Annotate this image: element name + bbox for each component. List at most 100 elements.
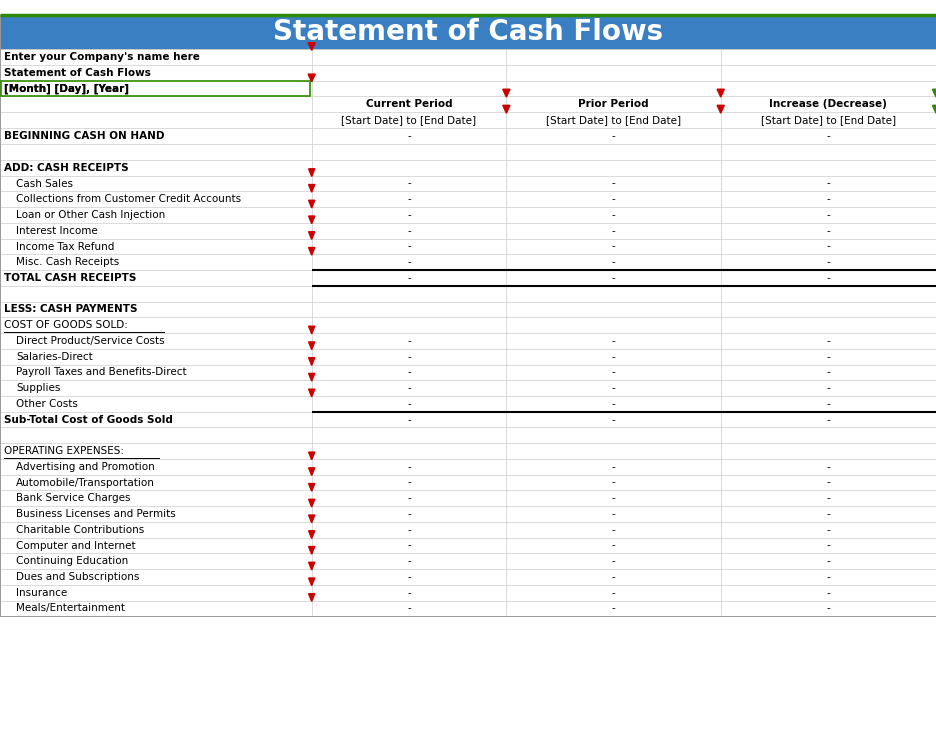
Text: -: - xyxy=(611,588,616,598)
Text: Prior Period: Prior Period xyxy=(578,100,649,109)
FancyBboxPatch shape xyxy=(0,443,936,459)
FancyBboxPatch shape xyxy=(0,254,936,270)
FancyBboxPatch shape xyxy=(0,191,936,207)
FancyBboxPatch shape xyxy=(0,176,936,191)
Polygon shape xyxy=(309,562,314,570)
FancyBboxPatch shape xyxy=(0,600,936,616)
Text: -: - xyxy=(407,540,411,550)
Polygon shape xyxy=(932,89,936,97)
FancyBboxPatch shape xyxy=(0,128,936,144)
Text: -: - xyxy=(611,462,616,472)
FancyBboxPatch shape xyxy=(0,411,936,427)
Text: -: - xyxy=(826,336,830,346)
FancyBboxPatch shape xyxy=(0,144,936,160)
Text: Income Tax Refund: Income Tax Refund xyxy=(16,242,114,252)
Text: -: - xyxy=(611,210,616,220)
FancyBboxPatch shape xyxy=(0,64,936,81)
Text: -: - xyxy=(826,493,830,504)
Polygon shape xyxy=(309,531,314,539)
FancyBboxPatch shape xyxy=(0,553,936,569)
Text: -: - xyxy=(611,194,616,204)
Text: Loan or Other Cash Injection: Loan or Other Cash Injection xyxy=(16,210,165,220)
Text: Dues and Subscriptions: Dues and Subscriptions xyxy=(16,572,139,582)
Polygon shape xyxy=(309,468,314,476)
Polygon shape xyxy=(309,216,314,224)
FancyBboxPatch shape xyxy=(0,380,936,396)
Polygon shape xyxy=(309,358,314,365)
Text: -: - xyxy=(407,351,411,362)
Polygon shape xyxy=(309,373,314,381)
Polygon shape xyxy=(309,184,314,193)
FancyBboxPatch shape xyxy=(0,522,936,537)
Text: -: - xyxy=(826,477,830,488)
Text: -: - xyxy=(407,399,411,409)
Text: Meals/Entertainment: Meals/Entertainment xyxy=(16,603,124,613)
Text: -: - xyxy=(611,540,616,550)
Text: Charitable Contributions: Charitable Contributions xyxy=(16,525,144,535)
Polygon shape xyxy=(309,484,314,491)
Polygon shape xyxy=(309,389,314,397)
FancyBboxPatch shape xyxy=(0,81,936,96)
Text: Supplies: Supplies xyxy=(16,383,60,393)
Polygon shape xyxy=(309,452,314,460)
Polygon shape xyxy=(309,342,314,350)
Text: Interest Income: Interest Income xyxy=(16,225,97,236)
Text: -: - xyxy=(407,603,411,613)
Polygon shape xyxy=(717,105,724,113)
Text: Direct Product/Service Costs: Direct Product/Service Costs xyxy=(16,336,165,346)
FancyBboxPatch shape xyxy=(0,537,936,553)
Polygon shape xyxy=(309,578,314,586)
Text: LESS: CASH PAYMENTS: LESS: CASH PAYMENTS xyxy=(4,305,138,315)
Text: Payroll Taxes and Benefits-Direct: Payroll Taxes and Benefits-Direct xyxy=(16,367,186,378)
Text: Increase (Decrease): Increase (Decrease) xyxy=(769,100,887,109)
Polygon shape xyxy=(309,326,314,334)
FancyBboxPatch shape xyxy=(0,112,936,128)
FancyBboxPatch shape xyxy=(0,348,936,365)
Text: Salaries-Direct: Salaries-Direct xyxy=(16,351,93,362)
FancyBboxPatch shape xyxy=(0,160,936,176)
Polygon shape xyxy=(503,105,510,113)
Text: -: - xyxy=(826,399,830,409)
FancyBboxPatch shape xyxy=(0,506,936,522)
FancyBboxPatch shape xyxy=(0,396,936,411)
Polygon shape xyxy=(309,169,314,176)
Text: TOTAL CASH RECEIPTS: TOTAL CASH RECEIPTS xyxy=(4,273,136,283)
Text: -: - xyxy=(407,572,411,582)
FancyBboxPatch shape xyxy=(0,569,936,585)
Text: -: - xyxy=(611,556,616,567)
Text: -: - xyxy=(407,414,411,425)
FancyBboxPatch shape xyxy=(0,585,936,600)
Polygon shape xyxy=(309,515,314,523)
Text: -: - xyxy=(407,588,411,598)
Text: -: - xyxy=(611,179,616,189)
Text: -: - xyxy=(611,336,616,346)
Text: Continuing Education: Continuing Education xyxy=(16,556,128,567)
Text: -: - xyxy=(407,336,411,346)
Polygon shape xyxy=(309,499,314,507)
FancyBboxPatch shape xyxy=(0,333,936,348)
Text: -: - xyxy=(826,131,830,141)
Text: Statement of Cash Flows: Statement of Cash Flows xyxy=(4,67,151,78)
Text: [Start Date] to [End Date]: [Start Date] to [End Date] xyxy=(546,116,681,125)
Polygon shape xyxy=(308,74,315,82)
Text: -: - xyxy=(826,367,830,378)
Text: -: - xyxy=(826,210,830,220)
Polygon shape xyxy=(309,232,314,239)
FancyBboxPatch shape xyxy=(0,239,936,254)
Text: [Month] [Day], [Year]: [Month] [Day], [Year] xyxy=(4,83,129,94)
Text: BEGINNING CASH ON HAND: BEGINNING CASH ON HAND xyxy=(4,131,164,141)
Text: -: - xyxy=(611,383,616,393)
Text: -: - xyxy=(611,493,616,504)
Polygon shape xyxy=(309,247,314,255)
Text: -: - xyxy=(611,242,616,252)
Text: -: - xyxy=(826,257,830,267)
Text: -: - xyxy=(611,225,616,236)
Text: Misc. Cash Receipts: Misc. Cash Receipts xyxy=(16,257,119,267)
FancyBboxPatch shape xyxy=(0,270,936,285)
FancyBboxPatch shape xyxy=(0,302,936,317)
Text: -: - xyxy=(826,225,830,236)
Text: -: - xyxy=(826,588,830,598)
Text: -: - xyxy=(826,242,830,252)
Polygon shape xyxy=(309,594,314,602)
Text: Current Period: Current Period xyxy=(366,100,452,109)
